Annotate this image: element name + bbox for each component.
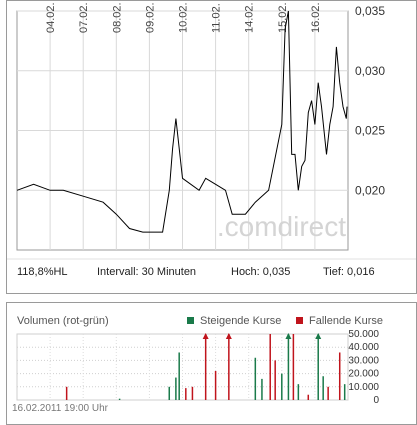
volume-bar [118, 398, 121, 400]
volume-overflow-arrow [285, 333, 292, 339]
xtick-label: 10.02. [178, 2, 190, 33]
ytick-label: 0,025 [355, 124, 385, 138]
xtick-label: 14.02. [244, 2, 256, 33]
price-chart-svg: 0,035 0,030 0,025 0,020 04.02. 07.02. 08.02. 09… [7, 2, 416, 260]
xtick-label: 04.02. [45, 2, 57, 33]
volume-bar [343, 384, 346, 400]
volume-bar [292, 334, 295, 400]
volume-bar [214, 370, 217, 400]
legend-rising: Steigende Kurse [187, 315, 281, 327]
xtick-label: 07.02. [78, 2, 90, 33]
volume-bar [254, 357, 257, 400]
interval-label: Intervall: 30 Minuten [97, 266, 197, 278]
volume-bar [317, 334, 319, 400]
legend-falling-swatch [296, 317, 303, 324]
volume-bar [338, 352, 341, 400]
volume-overflow-arrow [315, 333, 322, 339]
legend-rising-label: Steigende Kurse [200, 315, 282, 327]
low-label: Tief: 0,016 [323, 266, 375, 278]
volume-bar [274, 360, 276, 400]
volume-bar [307, 394, 310, 400]
legend-rising-swatch [187, 317, 194, 324]
volume-ytick-label: 40.000 [348, 342, 379, 353]
price-line [16, 10, 348, 233]
volume-ytick-label: 10.000 [348, 382, 379, 393]
volume-bar [322, 376, 324, 400]
ytick-label: 0,030 [355, 64, 385, 78]
legend-falling-label: Fallende Kurse [309, 315, 383, 327]
volume-bar [281, 373, 283, 400]
volume-ytick-label: 30.000 [348, 355, 379, 366]
volume-chart-panel: 50.000 40.000 30.000 20.000 10.000 0 Volumen … [6, 302, 417, 425]
volume-ytick-label: 50.000 [348, 329, 379, 340]
high-label: Hoch: 0,035 [231, 266, 291, 278]
volume-overflow-arrow [202, 333, 209, 339]
xtick-label: 09.02. [144, 2, 156, 33]
xtick-label: 11.02. [211, 3, 223, 33]
volume-ytick-label: 0 [373, 395, 379, 406]
volume-bar [175, 377, 177, 400]
change-label: 118,8%HL [17, 266, 68, 278]
xtick-label: 16.02. [310, 2, 322, 33]
volume-bar [261, 378, 263, 400]
volume-bar [168, 386, 171, 400]
volume-title: Volumen (rot-grün) [17, 315, 109, 327]
legend-falling: Fallende Kurse [296, 315, 383, 327]
volume-bar [327, 386, 329, 400]
volume-ytick-label: 20.000 [348, 369, 379, 380]
ytick-label: 0,020 [355, 183, 385, 197]
volume-bar [204, 334, 207, 400]
timestamp-footer: 16.02.2011 19:00 Uhr [12, 403, 109, 414]
volume-bar [178, 352, 180, 400]
volume-bar [65, 386, 68, 400]
volume-bar [297, 384, 300, 400]
watermark-logo: .comdirect [217, 211, 346, 242]
volume-bar [228, 334, 230, 400]
volume-bar [287, 334, 290, 400]
volume-bar [185, 388, 187, 400]
volume-bar [269, 334, 271, 400]
volume-chart-svg: 50.000 40.000 30.000 20.000 10.000 0 [16, 329, 379, 406]
xtick-label: 08.02. [111, 2, 123, 33]
volume-overflow-arrow [225, 333, 232, 339]
ytick-label: 0,035 [355, 4, 385, 18]
price-chart-panel: 0,035 0,030 0,025 0,020 04.02. 07.02. 08.02. 09… [6, 0, 417, 294]
volume-bar [191, 386, 194, 400]
